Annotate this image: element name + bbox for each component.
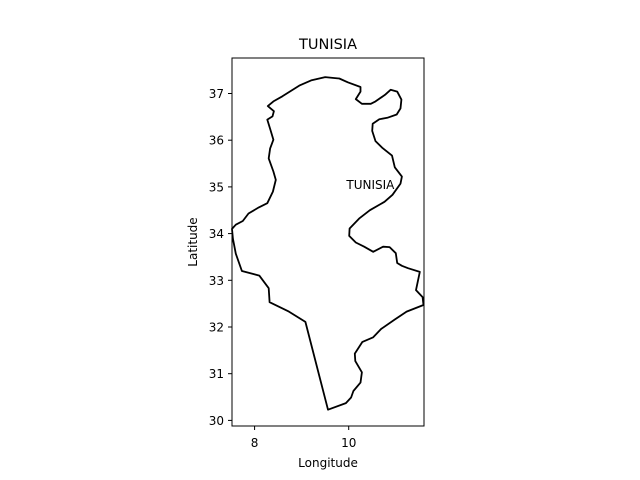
x-axis-title: Longitude xyxy=(298,456,358,470)
tunisia-border-outline xyxy=(231,76,425,411)
y-tick-label: 35 xyxy=(209,180,224,194)
y-axis-ticks: 30 31 32 33 34 35 36 37 xyxy=(209,87,232,428)
x-tick-label: 8 xyxy=(251,436,259,450)
y-tick-label: 36 xyxy=(209,134,224,148)
axes-frame xyxy=(231,57,425,427)
x-axis-ticks: 8 10 xyxy=(251,426,356,450)
y-axis-title: Latitude xyxy=(186,217,200,266)
y-tick-label: 33 xyxy=(209,274,224,288)
y-tick-label: 37 xyxy=(209,87,224,101)
y-tick-label: 30 xyxy=(209,414,224,428)
map-title: TUNISIA xyxy=(298,37,357,53)
y-tick-label: 31 xyxy=(209,367,224,381)
x-tick-label: 10 xyxy=(341,436,356,450)
plot-area: TUNISIA xyxy=(231,76,425,411)
y-tick-label: 32 xyxy=(209,320,224,334)
map-country-annotation: TUNISIA xyxy=(345,178,395,192)
y-tick-label: 34 xyxy=(209,227,224,241)
